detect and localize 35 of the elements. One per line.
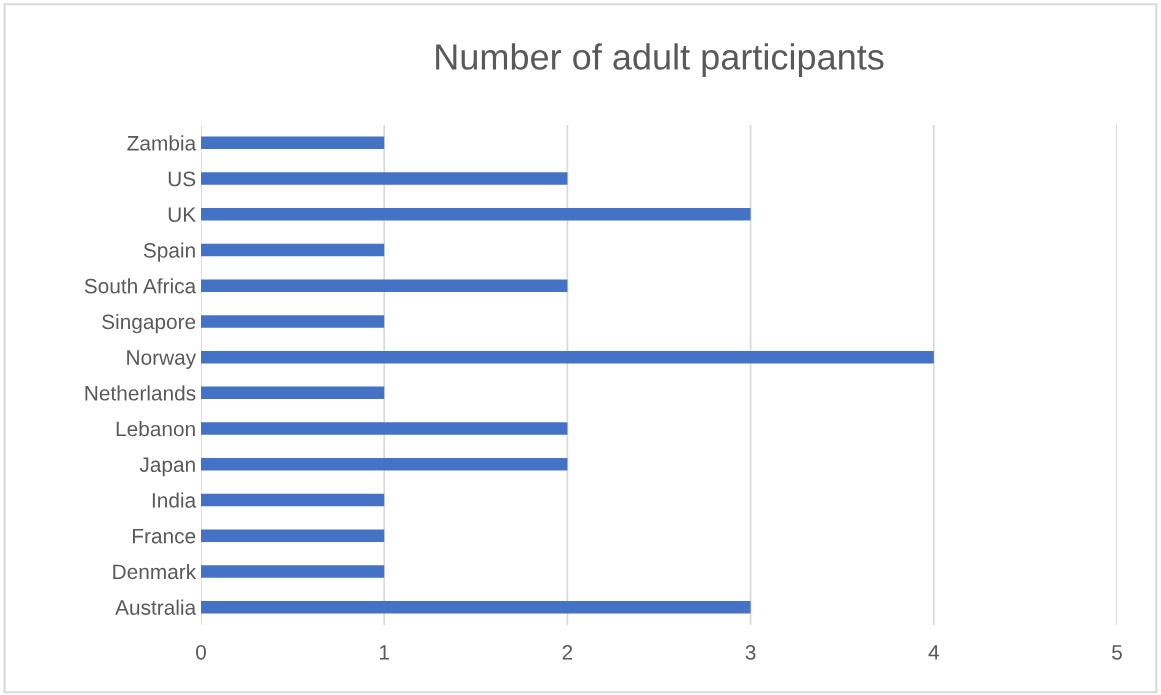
bar [201, 243, 385, 257]
y-tick-label: Lebanon [116, 421, 195, 437]
y-tick-label: Singapore [102, 313, 196, 334]
x-tick-label: 2 [562, 644, 573, 660]
y-tick-label: India [152, 492, 197, 508]
bar [201, 386, 385, 400]
y-tick-label: Norway [127, 350, 197, 370]
bar [201, 493, 385, 507]
y-tick-label: South Africa [84, 278, 197, 294]
y-tick-label: Netherlands [85, 385, 196, 401]
chart-title: Number of adult participants [436, 43, 884, 77]
bar [201, 422, 568, 435]
bar [201, 208, 751, 221]
x-tick-label: 4 [928, 645, 939, 660]
y-tick-label: Australia [115, 599, 197, 615]
bar [201, 458, 568, 471]
y-tick-label: Japan [139, 457, 195, 477]
y-tick-label: Denmark [113, 563, 197, 580]
y-tick-label: Spain [143, 242, 195, 262]
bar [201, 315, 385, 328]
y-tick-label: Zambia [127, 135, 197, 151]
x-tick-label: 0 [196, 644, 206, 660]
bar [201, 600, 751, 614]
y-tick-label: US [168, 171, 196, 187]
bar [201, 172, 568, 185]
bar [201, 529, 385, 542]
x-tick-label: 5 [1112, 645, 1122, 660]
bar [201, 350, 934, 364]
y-tick-label: UK [168, 207, 196, 223]
bar [201, 136, 385, 150]
y-tick-label: France [133, 528, 196, 544]
x-tick-label: 1 [380, 645, 389, 660]
x-tick-label: 3 [745, 644, 756, 660]
bar [201, 279, 568, 292]
bar [201, 565, 385, 578]
